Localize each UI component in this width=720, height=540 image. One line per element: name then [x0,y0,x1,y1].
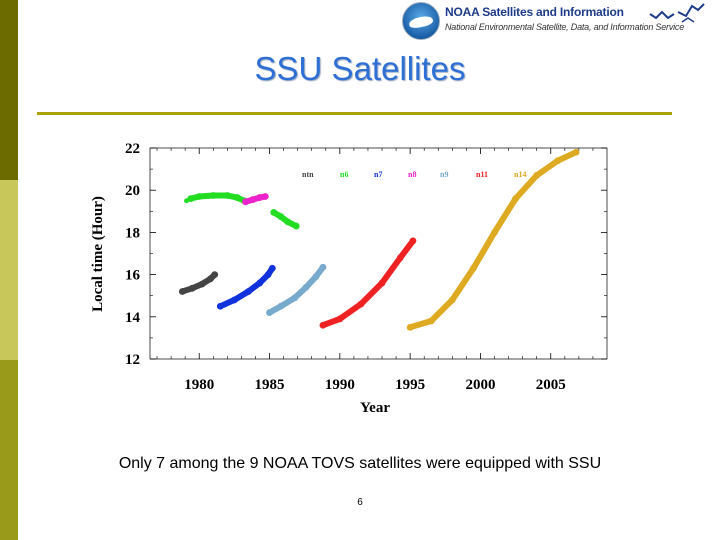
data-point-ntn [198,280,206,288]
legend-entry-n8: n8 [408,170,416,179]
data-point-n11 [319,321,327,329]
page-number: 6 [357,497,363,508]
series-trace-n11 [320,237,416,329]
data-point-n11 [336,315,344,323]
x-axis-title: Year [360,400,390,416]
brand-subtitle: National Environmental Satellite, Data, … [445,22,685,32]
x-tick-label: 1980 [184,377,214,393]
data-point-n9 [266,309,273,316]
data-point-n8 [261,193,269,200]
y-axis-title: Local time (Hour) [90,196,106,312]
x-tick-label: 1985 [255,377,285,393]
data-point-n11 [378,279,386,287]
data-point-n7 [216,302,224,310]
data-point-n8 [256,194,264,201]
data-point-n8 [242,198,250,206]
data-point-n14 [470,264,477,272]
plot-frame [149,147,608,360]
data-point-n6 [223,192,231,199]
series-trace-n7 [217,265,276,310]
x-tick-label: 2005 [536,377,566,393]
left-accent-bar-middle [0,180,18,360]
data-point-n7 [230,296,238,304]
data-point-n6-extra [277,213,285,220]
y-tick-label: 20 [125,183,140,199]
data-point-ntn [211,271,219,278]
x-tick-label: 2000 [465,377,495,393]
data-point-ntn [188,284,196,292]
data-point-n9 [291,294,299,302]
data-point-n14 [448,296,456,304]
series-trace-n14 [407,149,580,331]
x-tick-label: 1990 [325,377,355,393]
y-tick-label: 12 [125,352,140,368]
data-point-n11 [357,300,365,308]
series-trace-n6-extra [270,209,300,230]
y-tick-label: 14 [125,310,141,326]
data-point-n6-extra [284,218,292,226]
data-point-n14 [533,172,541,179]
data-point-n9 [319,263,327,271]
data-point-n11 [396,254,404,262]
noaa-header: NOAA Satellites and Information National… [402,0,720,40]
legend-entry-n7: n7 [374,170,382,179]
data-point-n14 [554,157,562,165]
data-point-n14 [406,323,414,331]
data-point-n6 [187,195,195,203]
data-point-n6-extra [292,222,300,230]
noaa-logo-icon [402,2,440,40]
data-point-n7 [268,264,276,272]
data-point-n14 [512,195,519,203]
legend-entry-n14: n14 [514,170,526,179]
slide-caption: Only 7 among the 9 NOAA TOVS satellites … [118,455,602,472]
y-tick-label: 16 [125,268,141,284]
left-accent-bar-bottom [0,360,18,540]
seagull-wave-icon [649,3,705,23]
data-point-n7 [256,279,264,287]
data-point-ntn [178,288,186,295]
legend-entry-ntn: ntn [302,170,314,179]
data-point-n6-extra [184,198,190,204]
left-accent-bar-top [0,0,18,180]
data-point-n9 [312,273,320,281]
data-point-n14 [427,317,435,325]
legend-entry-n6: n6 [340,170,348,179]
ssu-local-time-chart: 12 14 16 18 20 22 1980 1985 1990 1995 2000 2005 nt… [90,141,608,416]
data-point-ntn [207,275,214,283]
y-tick-label: 22 [125,141,140,157]
slide-title: SSU Satellites [254,50,466,87]
data-point-n14 [491,229,498,236]
data-point-n7 [264,271,272,278]
data-point-n6 [233,194,241,201]
data-point-n8 [249,196,257,204]
data-point-n11 [409,237,417,245]
legend-entry-n9: n9 [440,170,448,179]
data-point-n6 [195,193,203,200]
brand-title: NOAA Satellites and Information [445,5,624,19]
data-point-n9 [302,283,310,291]
data-point-n7 [245,288,252,295]
y-tick-label: 18 [125,225,140,241]
data-point-n6 [209,192,217,199]
data-point-n9 [277,302,285,310]
data-point-n6-extra [270,208,278,216]
data-point-n14 [572,148,580,156]
x-tick-label: 1995 [395,377,425,393]
legend-entry-n11: n11 [476,170,488,179]
title-divider [37,112,672,115]
